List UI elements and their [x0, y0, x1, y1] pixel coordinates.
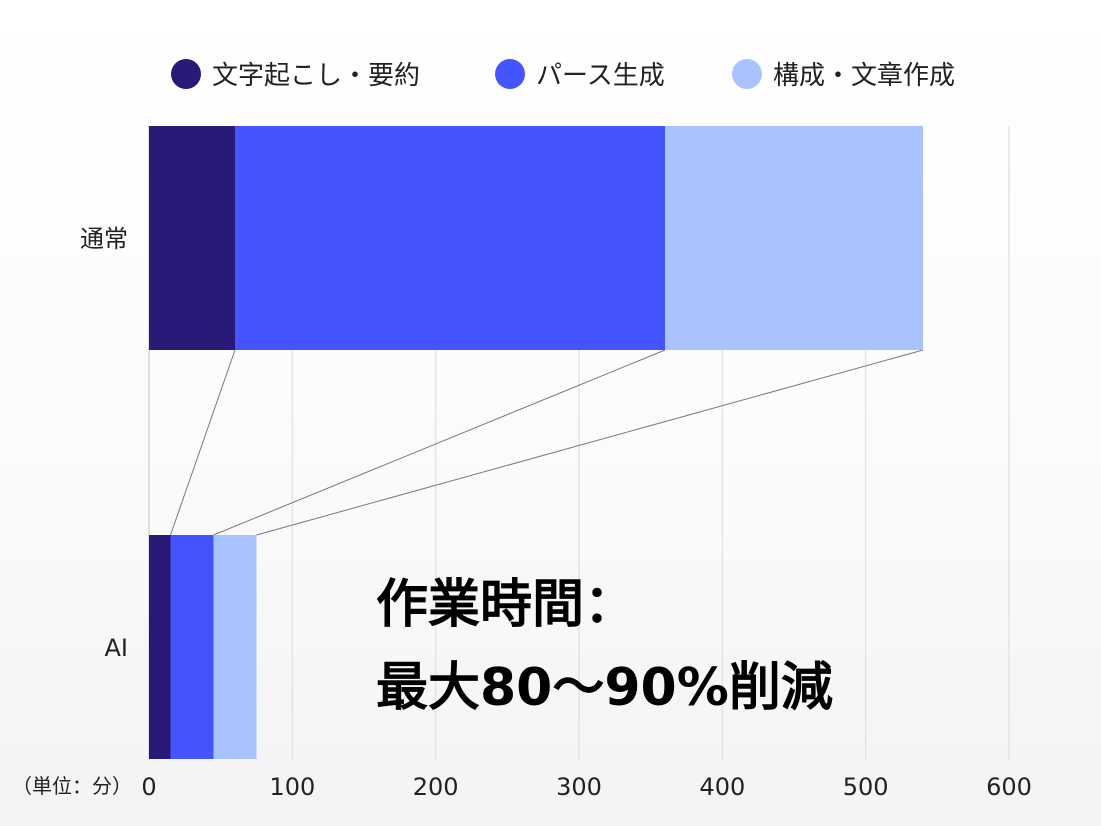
- legend-swatch: [495, 59, 525, 89]
- annotation-line-1: 作業時間：: [376, 575, 636, 635]
- bar-segment: [170, 535, 214, 759]
- bar-segment: [149, 535, 171, 759]
- tick-label: 500: [843, 773, 889, 801]
- annotation-line-2: 最大80〜90%削減: [376, 658, 833, 718]
- tick-label: 400: [699, 773, 745, 801]
- bar-segment: [665, 126, 923, 350]
- tick-label: 300: [556, 773, 602, 801]
- tick-label: 0: [141, 773, 156, 801]
- legend-label: 文字起こし・要約: [212, 61, 420, 91]
- tick-label: 100: [269, 773, 315, 801]
- legend-label: 構成・文章作成: [773, 61, 955, 91]
- category-label: AI: [105, 634, 129, 662]
- bars: [149, 126, 923, 759]
- connector-line: [256, 349, 924, 536]
- bar-segment: [149, 126, 235, 350]
- tick-label: 600: [986, 773, 1032, 801]
- tick-label: 200: [413, 773, 459, 801]
- connector-lines: [170, 349, 924, 536]
- legend-swatch: [732, 59, 762, 89]
- bar-segment: [213, 535, 257, 759]
- legend: 文字起こし・要約 パース生成 構成・文章作成: [171, 59, 955, 91]
- legend-label: パース生成: [536, 61, 665, 91]
- category-labels: 通常 AI: [80, 225, 128, 662]
- annotation: 作業時間： 最大80〜90%削減: [376, 575, 833, 718]
- connector-line: [170, 349, 236, 536]
- x-axis-tick-labels: 0 100 200 300 400 500 600: [141, 773, 1032, 801]
- unit-label: （単位：分）: [12, 774, 132, 798]
- bar-segment: [235, 126, 665, 350]
- legend-swatch: [171, 59, 201, 89]
- category-label: 通常: [80, 225, 128, 253]
- connector-line: [213, 349, 666, 536]
